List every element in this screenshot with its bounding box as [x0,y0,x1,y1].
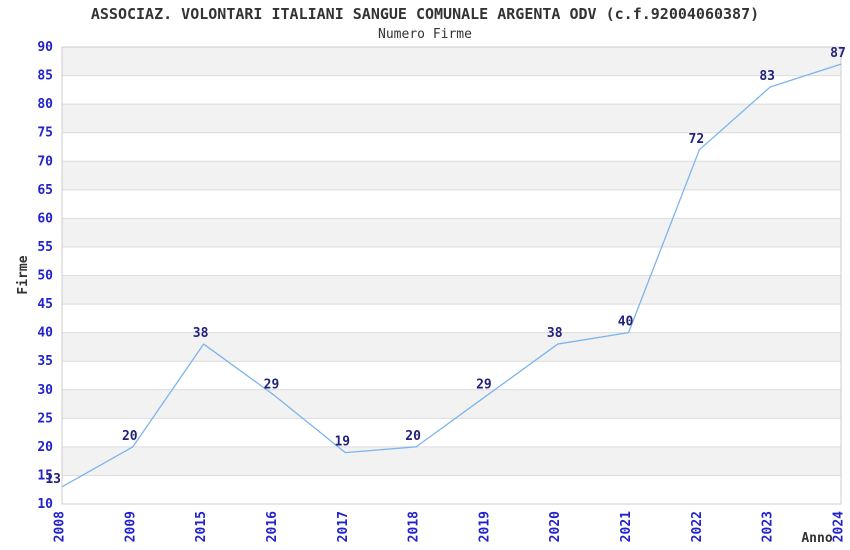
x-tick-label: 2018 [407,511,422,542]
y-tick-label: 60 [37,211,53,226]
data-point-label: 20 [405,429,421,444]
y-tick-label: 10 [37,497,53,512]
plot-band [62,275,841,305]
x-tick-label: 2021 [619,511,634,542]
y-tick-label: 35 [37,354,53,369]
plot-band [62,47,841,76]
y-tick-label: 50 [37,269,53,284]
data-point-label: 40 [618,315,634,330]
y-tick-label: 55 [37,240,53,255]
y-tick-label: 25 [37,411,53,426]
data-point-label: 38 [193,326,209,341]
y-tick-label: 85 [37,69,53,84]
y-tick-label: 75 [37,126,53,141]
y-tick-label: 30 [37,383,53,398]
data-point-label: 29 [264,377,280,392]
x-axis-title: Anno [801,531,832,546]
chart-subtitle: Numero Firme [378,27,472,42]
data-point-label: 29 [476,377,492,392]
y-tick-label: 80 [37,97,53,112]
plot-band [62,332,841,362]
x-tick-label: 2023 [761,511,776,542]
y-tick-label: 70 [37,154,53,169]
data-point-label: 83 [759,69,775,84]
data-point-label: 20 [122,429,138,444]
x-tick-label: 2008 [53,511,68,542]
series-line [61,63,842,488]
data-point-label: 13 [45,472,61,487]
y-tick-label: 90 [37,40,53,55]
x-tick-label: 2017 [336,511,351,542]
x-tick-label: 2024 [832,511,847,542]
plot-band [62,389,841,419]
x-tick-label: 2020 [548,511,563,542]
data-point-label: 19 [334,435,350,450]
y-tick-label: 20 [37,440,53,455]
plot-band [62,104,841,133]
x-tick-label: 2015 [194,511,209,542]
x-tick-label: 2016 [265,511,280,542]
y-tick-label: 40 [37,326,53,341]
x-tick-label: 2019 [477,511,492,542]
x-tick-label: 2022 [690,511,705,542]
plot-border [61,46,842,505]
y-tick-label: 65 [37,183,53,198]
plot-band [62,161,841,190]
plot-band [62,218,841,247]
chart-title: ASSOCIAZ. VOLONTARI ITALIANI SANGUE COMU… [90,5,760,23]
x-tick-label: 2009 [123,511,138,542]
data-point-label: 72 [689,132,705,147]
y-tick-label: 45 [37,297,53,312]
plot-band [62,446,841,476]
y-axis-title: Firme [16,255,31,294]
data-point-label: 38 [547,326,563,341]
data-point-label: 87 [830,46,846,61]
y-tick-label: 15 [37,468,53,483]
